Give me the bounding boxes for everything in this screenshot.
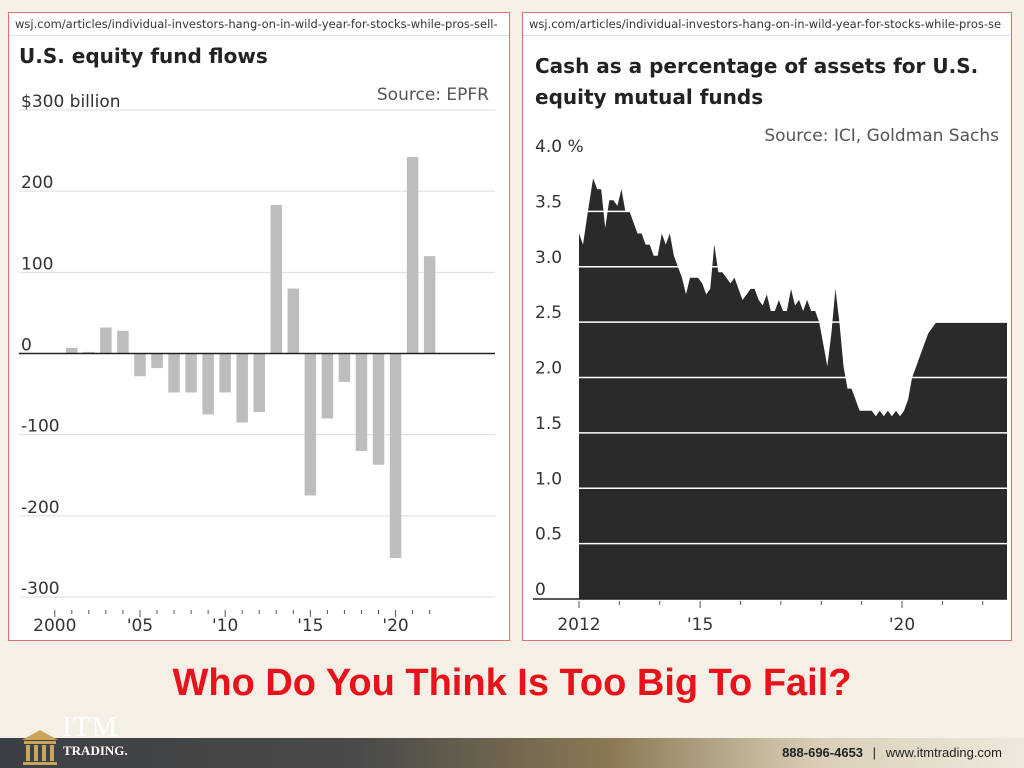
y-tick-label: 2.5 <box>535 303 562 323</box>
y-tick-label: 0 <box>535 580 546 600</box>
y-tick-label: -100 <box>21 417 60 437</box>
bar <box>66 347 78 354</box>
bar <box>321 353 334 419</box>
x-tick-label: '15 <box>687 615 713 635</box>
y-tick-label: $300 billion <box>21 92 121 112</box>
left-chart-panel: wsj.com/articles/individual-investors-ha… <box>8 12 510 641</box>
bar <box>406 157 419 354</box>
right-chart-title-line2: equity mutual funds <box>535 85 764 109</box>
x-tick-label: '20 <box>382 616 408 636</box>
cash-percentage-area-chart: 4.0 % 3.5 3.0 2.5 2.0 1.5 1.0 0.5 0 2012 '15 '20 <box>533 137 1007 635</box>
bar <box>338 353 351 382</box>
y-tick-label: -200 <box>21 498 60 518</box>
bar <box>355 353 368 451</box>
cash-area-series <box>579 178 1007 599</box>
bar <box>151 353 163 369</box>
y-tick-label: 1.0 <box>535 469 562 489</box>
bar <box>168 353 180 393</box>
bar <box>270 204 283 354</box>
footer-website: www.itmtrading.com <box>885 745 1002 760</box>
logo-subtext: TRADING. <box>63 743 128 758</box>
x-tick-label: '20 <box>889 615 915 635</box>
bar <box>372 353 385 465</box>
left-chart-title: U.S. equity fund flows <box>19 44 268 68</box>
right-url-divider <box>523 35 1011 36</box>
y-tick-label: 2.0 <box>535 359 562 379</box>
left-url: wsj.com/articles/individual-investors-ha… <box>15 17 498 31</box>
itm-trading-logo-icon <box>22 730 58 765</box>
x-tick-label: '10 <box>212 616 238 636</box>
x-tick-label: '15 <box>297 616 323 636</box>
footer-phone: 888-696-4653 <box>782 745 864 760</box>
bar <box>423 256 436 354</box>
bar <box>287 288 300 354</box>
footer-contact: 888-696-4653 | www.itmtrading.com <box>782 745 1002 760</box>
headline: Who Do You Think Is Too Big To Fail? <box>172 662 852 704</box>
right-chart-source: Source: ICI, Goldman Sachs <box>764 126 999 146</box>
fund-flows-bar-chart: $300 billion 200 100 0 -100 -200 -300 2000 '05 '1… <box>19 92 495 636</box>
y-tick-label: 1.5 <box>535 414 562 434</box>
bar <box>202 353 214 415</box>
bar <box>389 353 402 559</box>
x-tick-label: 2000 <box>33 616 76 636</box>
y-tick-label: 200 <box>21 173 53 193</box>
bar <box>304 353 317 496</box>
bar <box>253 353 265 412</box>
footer-separator: | <box>872 745 877 760</box>
y-tick-label: 0.5 <box>535 525 562 545</box>
bar <box>83 351 95 354</box>
y-tick-label: 3.0 <box>535 248 562 268</box>
bar <box>100 327 112 354</box>
y-tick-label: 0 <box>21 336 32 356</box>
footer-bar: 888-696-4653 | www.itmtrading.com <box>0 738 1024 768</box>
y-tick-label: -300 <box>21 579 60 599</box>
y-tick-label: 4.0 % <box>535 137 584 157</box>
right-chart-title-line1: Cash as a percentage of assets for U.S. <box>535 54 979 78</box>
y-tick-label: 3.5 <box>535 192 562 212</box>
x-tick-label: '05 <box>127 616 153 636</box>
y-tick-label: 100 <box>21 254 53 274</box>
bar <box>236 353 248 423</box>
bar <box>219 353 231 393</box>
bar <box>134 353 146 377</box>
logo-text: ITM <box>62 711 119 743</box>
left-chart-source: Source: EPFR <box>376 85 489 105</box>
left-url-divider <box>9 35 509 36</box>
right-url: wsj.com/articles/individual-investors-ha… <box>529 17 1002 31</box>
right-chart-title: Cash as a percentage of assets for U.S. … <box>535 51 978 113</box>
right-chart-panel: wsj.com/articles/individual-investors-ha… <box>522 12 1012 641</box>
bar <box>185 353 197 393</box>
x-tick-label: 2012 <box>557 615 600 635</box>
bar <box>117 330 129 354</box>
